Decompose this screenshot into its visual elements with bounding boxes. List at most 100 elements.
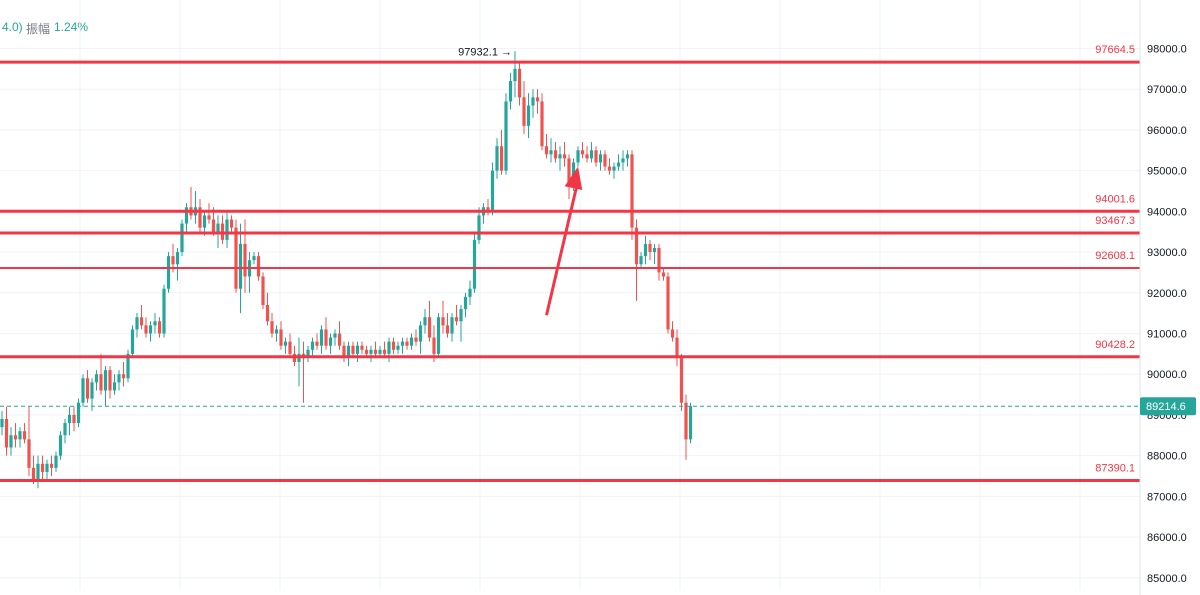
candle — [189, 186, 193, 220]
candle-body — [243, 243, 247, 277]
candle-body — [103, 370, 108, 391]
price-tick-label: 87000.0 — [1147, 491, 1187, 503]
candle-body — [175, 252, 180, 265]
candle-body — [598, 154, 603, 163]
candle — [486, 199, 490, 216]
price-tick-label: 96000.0 — [1147, 125, 1187, 137]
candle-body — [162, 288, 166, 334]
candle — [324, 317, 328, 350]
candle — [166, 252, 171, 293]
candle-body — [261, 276, 265, 305]
candle-body — [423, 317, 427, 326]
candle-body — [454, 317, 459, 322]
annotation-arrow-head — [564, 166, 583, 190]
candle — [234, 219, 238, 293]
candle-body — [450, 317, 454, 334]
level-label: 87390.1 — [1095, 462, 1135, 474]
candle-body — [229, 219, 234, 228]
candle — [126, 349, 130, 383]
candle — [279, 321, 283, 350]
price-tick-label: 94000.0 — [1147, 206, 1187, 218]
candle-body — [634, 227, 639, 265]
candle — [121, 362, 126, 387]
candle-body — [477, 215, 481, 240]
candle-body — [9, 435, 13, 448]
candle-body — [333, 333, 337, 338]
candle-body — [67, 414, 72, 424]
candle — [103, 366, 108, 407]
candle — [207, 203, 211, 224]
candle — [333, 329, 337, 346]
candle — [310, 337, 315, 358]
candle-body — [522, 97, 526, 126]
candle-body — [688, 406, 693, 440]
candle — [67, 406, 72, 436]
candle — [175, 248, 180, 281]
candle — [472, 231, 477, 293]
candle-body — [486, 207, 490, 212]
candle-body — [625, 154, 630, 159]
candle — [531, 89, 535, 118]
candle — [198, 199, 202, 232]
candle-body — [531, 97, 535, 106]
candle-body — [13, 435, 18, 440]
candle-body — [252, 256, 256, 261]
candle-body — [342, 345, 346, 358]
candle-body — [306, 349, 310, 358]
candle-body — [27, 439, 31, 468]
candle-body — [414, 337, 418, 342]
candle-body — [553, 150, 558, 159]
candle — [328, 333, 333, 354]
candle — [544, 134, 549, 159]
candle-body — [360, 345, 364, 350]
candle-body — [49, 463, 54, 468]
candle-body — [562, 154, 567, 159]
candle-body — [427, 317, 432, 338]
candle — [607, 158, 612, 175]
candle-body — [517, 68, 522, 98]
candle-body — [535, 97, 540, 102]
candle-body — [108, 370, 112, 391]
candle-body — [387, 341, 391, 354]
amplitude-label: 振幅 — [26, 22, 51, 36]
candle-body — [346, 345, 351, 358]
candle-body — [234, 227, 238, 289]
candle — [40, 455, 45, 481]
candle — [135, 313, 139, 338]
candle-body — [585, 154, 589, 159]
candle — [535, 89, 540, 114]
candle — [49, 455, 54, 476]
candle-body — [85, 378, 90, 399]
price-axis[interactable]: 98000.0 97000.0 96000.0 95000.0 94000.0 93000… — [1139, 0, 1200, 595]
candle-body — [405, 341, 409, 346]
candle — [306, 345, 310, 362]
candle — [27, 406, 31, 476]
candle-body — [99, 374, 103, 391]
candle — [153, 313, 157, 334]
candle-body — [135, 317, 139, 330]
candle-body — [504, 101, 508, 171]
candle — [261, 272, 265, 310]
candle-body — [508, 81, 513, 102]
candle-body — [148, 325, 153, 334]
candle-body — [567, 158, 571, 187]
candle — [117, 370, 121, 391]
price-tick-label: 88000.0 — [1147, 451, 1187, 463]
candle — [54, 451, 58, 472]
level-label: 90428.2 — [1095, 339, 1135, 351]
candle-body — [630, 154, 634, 228]
candle-body — [616, 162, 621, 167]
candle — [22, 423, 27, 444]
candle-body — [621, 158, 625, 163]
candle — [679, 353, 684, 411]
price-tick-label: 85000.0 — [1147, 573, 1187, 585]
candle — [468, 280, 472, 305]
candle-body — [279, 329, 283, 346]
annotations: 97932.1 → — [0, 46, 1140, 407]
candle — [355, 341, 360, 362]
price-tick-label: 86000.0 — [1147, 532, 1187, 544]
high-price-annotation: 97932.1 → — [458, 46, 512, 58]
candle-body — [319, 329, 324, 346]
price-tick-label: 90000.0 — [1147, 369, 1187, 381]
